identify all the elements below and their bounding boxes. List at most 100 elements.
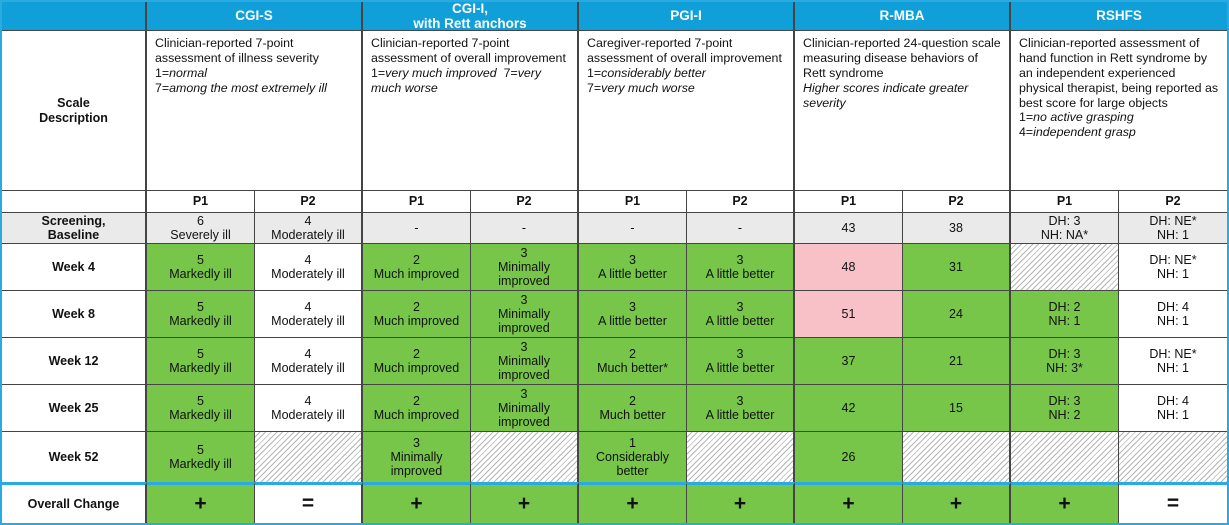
cell-week-52-cgi-i-p2 <box>471 431 579 482</box>
row-label-week-52: Week 52 <box>2 431 147 482</box>
cell-week-4-cgi-i-p2: 3 Minimally improved <box>471 243 579 290</box>
subheader-rshfs-p1: P1 <box>1011 190 1119 212</box>
cell-screening-baseline-cgi-s-p1: 6 Severely ill <box>147 212 255 243</box>
cell-week-25-rshfs-p1: DH: 3 NH: 2 <box>1011 384 1119 431</box>
cell-overall-change-cgi-s-p2: = <box>255 482 363 523</box>
cell-week-12-r-mba-p2: 21 <box>903 337 1011 384</box>
cell-week-52-cgi-i-p1: 3 Minimally improved <box>363 431 471 482</box>
scale-description-cgi-i: Clinician-reported 7-point assessment of… <box>363 30 579 190</box>
cell-week-8-rshfs-p1: DH: 2 NH: 1 <box>1011 290 1119 337</box>
cell-week-52-rshfs-p2 <box>1119 431 1227 482</box>
cell-week-12-pgi-i-p2: 3 A little better <box>687 337 795 384</box>
cell-overall-change-cgi-s-p1: + <box>147 482 255 523</box>
subheader-cgi-i-with-rett-anchors-p2: P2 <box>471 190 579 212</box>
subheader-cgi-i-with-rett-anchors-p1: P1 <box>363 190 471 212</box>
cell-week-4-rshfs-p2: DH: NE* NH: 1 <box>1119 243 1227 290</box>
cell-overall-change-cgi-i-p2: + <box>471 482 579 523</box>
description-text: Clinician-reported assessment of hand fu… <box>1019 36 1219 125</box>
cell-screening-baseline-pgi-i-p2: - <box>687 212 795 243</box>
cell-week-8-cgi-i-p2: 3 Minimally improved <box>471 290 579 337</box>
description-text: considerably better <box>601 65 706 80</box>
cell-screening-baseline-pgi-i-p1: - <box>579 212 687 243</box>
row-label-overall-change: Overall Change <box>2 482 147 523</box>
cell-overall-change-pgi-i-p1: + <box>579 482 687 523</box>
description-text: Clinician-reported 24-question scale mea… <box>803 36 1001 80</box>
description-text: very much worse <box>371 65 545 95</box>
cell-week-52-pgi-i-p2 <box>687 431 795 482</box>
cell-week-8-pgi-i-p2: 3 A little better <box>687 290 795 337</box>
cell-week-8-r-mba-p2: 24 <box>903 290 1011 337</box>
row-label-week-25: Week 25 <box>2 384 147 431</box>
description-text: 4= <box>1019 125 1034 140</box>
cell-week-52-pgi-i-p1: 1 Considerably better <box>579 431 687 482</box>
cell-week-25-pgi-i-p1: 2 Much better <box>579 384 687 431</box>
scale-description-label: Scale Description <box>2 30 147 190</box>
cell-week-4-rshfs-p1 <box>1011 243 1119 290</box>
cell-overall-change-pgi-i-p2: + <box>687 482 795 523</box>
description-text: 7= <box>496 65 518 80</box>
column-header-cgi-s: CGI-S <box>147 2 363 30</box>
cell-screening-baseline-r-mba-p1: 43 <box>795 212 903 243</box>
cell-week-25-cgi-s-p2: 4 Moderately ill <box>255 384 363 431</box>
cell-week-4-r-mba-p2: 31 <box>903 243 1011 290</box>
cell-week-25-rshfs-p2: DH: 4 NH: 1 <box>1119 384 1227 431</box>
cell-screening-baseline-r-mba-p2: 38 <box>903 212 1011 243</box>
scale-description-rshfs: Clinician-reported assessment of hand fu… <box>1011 30 1227 190</box>
description-text: 7= <box>155 80 170 95</box>
description-text: normal <box>169 65 208 80</box>
cell-week-12-pgi-i-p1: 2 Much better* <box>579 337 687 384</box>
row-label-week-12: Week 12 <box>2 337 147 384</box>
cell-week-12-cgi-s-p2: 4 Moderately ill <box>255 337 363 384</box>
column-header-pgi-i: PGI-I <box>579 2 795 30</box>
description-text: very much worse <box>601 80 695 95</box>
row-label-screening-baseline: Screening, Baseline <box>2 212 147 243</box>
cell-week-12-cgi-s-p1: 5 Markedly ill <box>147 337 255 384</box>
description-text: Clinician-reported 7-point assessment of… <box>155 36 319 80</box>
cell-week-12-rshfs-p1: DH: 3 NH: 3* <box>1011 337 1119 384</box>
subheader-pgi-i-p1: P1 <box>579 190 687 212</box>
cell-week-12-r-mba-p1: 37 <box>795 337 903 384</box>
description-text: Clinician-reported 7-point assessment of… <box>371 36 566 80</box>
subheader-cgi-s-p2: P2 <box>255 190 363 212</box>
corner-cell <box>2 2 147 30</box>
description-text: very much improved <box>385 65 497 80</box>
cell-overall-change-r-mba-p2: + <box>903 482 1011 523</box>
cell-week-8-rshfs-p2: DH: 4 NH: 1 <box>1119 290 1227 337</box>
description-text: among the most extremely ill <box>169 80 327 95</box>
cell-week-52-cgi-s-p2 <box>255 431 363 482</box>
description-text: 7= <box>587 80 602 95</box>
subheader-pgi-i-p2: P2 <box>687 190 795 212</box>
cell-week-12-cgi-i-p1: 2 Much improved <box>363 337 471 384</box>
cell-week-8-cgi-i-p1: 2 Much improved <box>363 290 471 337</box>
column-header-r-mba: R-MBA <box>795 2 1011 30</box>
cell-week-4-r-mba-p1: 48 <box>795 243 903 290</box>
cell-screening-baseline-rshfs-p1: DH: 3 NH: NA* <box>1011 212 1119 243</box>
cell-week-25-r-mba-p1: 42 <box>795 384 903 431</box>
subheader-spacer <box>2 190 147 212</box>
cell-screening-baseline-cgi-i-p1: - <box>363 212 471 243</box>
cell-week-52-rshfs-p1 <box>1011 431 1119 482</box>
description-text: Caregiver-reported 7-point assessment of… <box>587 36 782 80</box>
description-text: independent grasp <box>1033 125 1136 140</box>
cell-week-25-cgi-s-p1: 5 Markedly ill <box>147 384 255 431</box>
cell-overall-change-cgi-i-p1: + <box>363 482 471 523</box>
subheader-cgi-s-p1: P1 <box>147 190 255 212</box>
cell-screening-baseline-rshfs-p2: DH: NE* NH: 1 <box>1119 212 1227 243</box>
cell-week-8-cgi-s-p1: 5 Markedly ill <box>147 290 255 337</box>
column-header-cgi-i: CGI-I, with Rett anchors <box>363 2 579 30</box>
subheader-r-mba-p1: P1 <box>795 190 903 212</box>
cell-week-8-r-mba-p1: 51 <box>795 290 903 337</box>
row-label-week-4: Week 4 <box>2 243 147 290</box>
subheader-r-mba-p2: P2 <box>903 190 1011 212</box>
scale-description-pgi-i: Caregiver-reported 7-point assessment of… <box>579 30 795 190</box>
cell-week-25-cgi-i-p2: 3 Minimally improved <box>471 384 579 431</box>
cell-screening-baseline-cgi-s-p2: 4 Moderately ill <box>255 212 363 243</box>
cell-week-52-r-mba-p2 <box>903 431 1011 482</box>
cell-week-4-pgi-i-p2: 3 A little better <box>687 243 795 290</box>
cell-week-25-pgi-i-p2: 3 A little better <box>687 384 795 431</box>
cell-week-8-cgi-s-p2: 4 Moderately ill <box>255 290 363 337</box>
scale-description-cgi-s: Clinician-reported 7-point assessment of… <box>147 30 363 190</box>
cell-week-52-r-mba-p1: 26 <box>795 431 903 482</box>
cell-week-52-cgi-s-p1: 5 Markedly ill <box>147 431 255 482</box>
